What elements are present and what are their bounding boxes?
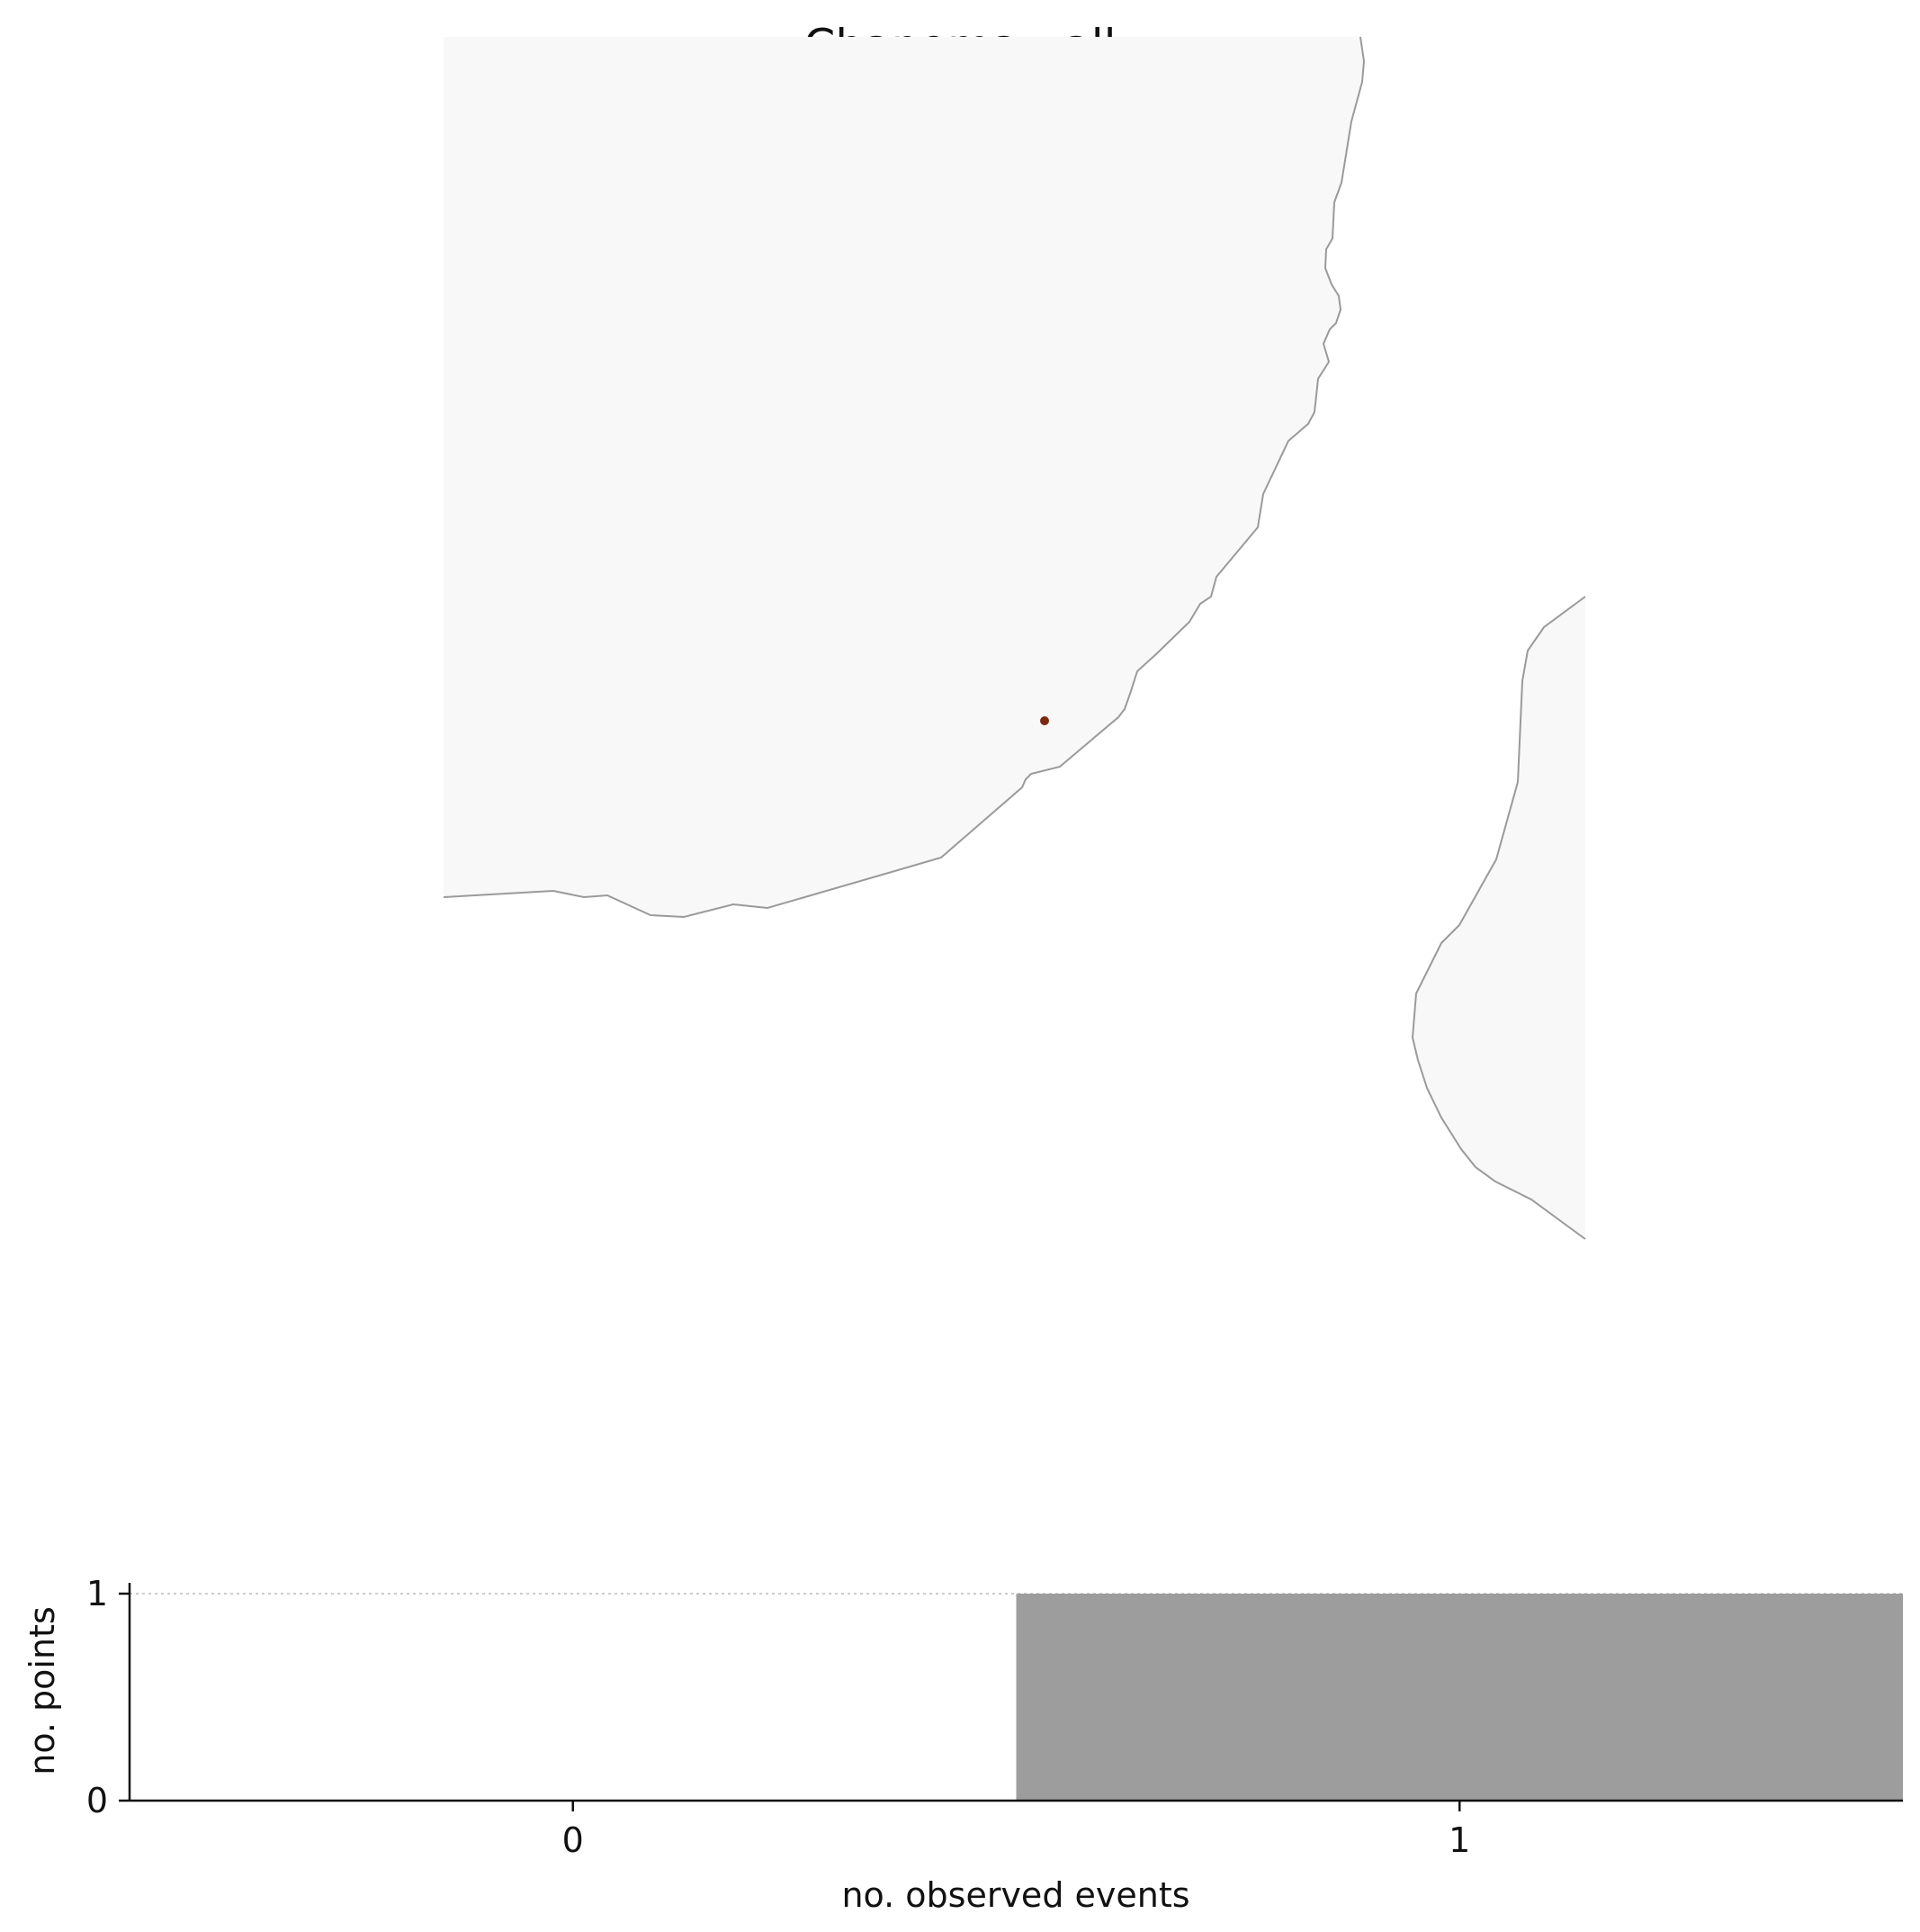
x-tick-label: 1 bbox=[1449, 1820, 1470, 1860]
coastline-east bbox=[1411, 596, 1586, 1240]
observation-point bbox=[1040, 716, 1049, 725]
y-tick-label: 0 bbox=[86, 1781, 108, 1820]
bar-1 bbox=[1016, 1594, 1903, 1801]
x-tick-label: 0 bbox=[562, 1820, 584, 1860]
map-panel bbox=[443, 36, 1586, 1240]
y-axis-label: no. points bbox=[22, 1606, 62, 1775]
x-axis-label: no. observed events bbox=[841, 1875, 1189, 1915]
land-mass-east bbox=[1413, 597, 1585, 1239]
y-tick-label: 1 bbox=[86, 1574, 108, 1613]
bars-group bbox=[1016, 1594, 1903, 1801]
coastline-main bbox=[443, 36, 1366, 919]
land-mass-main bbox=[444, 37, 1364, 917]
y-ticks: 01 bbox=[86, 1574, 130, 1820]
